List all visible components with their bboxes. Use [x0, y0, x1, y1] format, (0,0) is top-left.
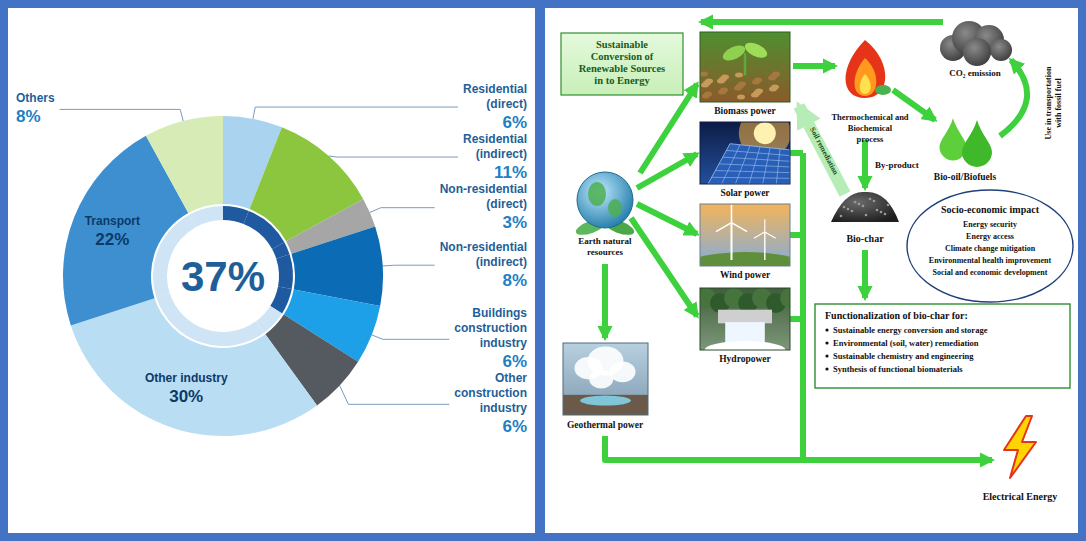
svg-text:3%: 3%	[502, 213, 527, 232]
svg-text:Bio-char: Bio-char	[846, 233, 884, 244]
svg-text:Biomass power: Biomass power	[714, 106, 776, 116]
svg-text:30%: 30%	[169, 387, 203, 406]
svg-text:Earth naturalresources: Earth naturalresources	[578, 236, 632, 257]
svg-text:(indirect): (indirect)	[476, 147, 527, 161]
svg-text:construction: construction	[454, 386, 527, 400]
svg-text:Energy access: Energy access	[966, 232, 1014, 241]
svg-text:Transport: Transport	[85, 214, 140, 228]
svg-text:industry: industry	[480, 336, 528, 350]
svg-text:Functionalization of bio-char: Functionalization of bio-char for:	[825, 310, 968, 321]
svg-text:Geothermal power: Geothermal power	[567, 420, 644, 430]
svg-text:Environmental health improveme: Environmental health improvement	[929, 256, 1052, 265]
svg-text:11%: 11%	[494, 163, 527, 182]
svg-text:Sustainable energy conversion: Sustainable energy conversion and storag…	[833, 325, 988, 335]
svg-text:Climate change mitigation: Climate change mitigation	[945, 244, 1036, 253]
svg-text:Sustainable chemistry and engi: Sustainable chemistry and engineering	[833, 351, 974, 361]
svg-text:8%: 8%	[502, 271, 527, 290]
svg-text:Electrical Energy: Electrical Energy	[983, 491, 1058, 502]
svg-text:Non-residential: Non-residential	[440, 240, 527, 254]
svg-text:(direct): (direct)	[486, 197, 527, 211]
svg-text:industry: industry	[480, 401, 528, 415]
svg-text:Energy security: Energy security	[963, 220, 1017, 229]
svg-text:Bio-oil/Biofuels: Bio-oil/Biofuels	[934, 172, 997, 182]
svg-text:Hydropower: Hydropower	[719, 354, 771, 364]
svg-text:Others: Others	[16, 91, 55, 105]
svg-text:Residential: Residential	[463, 132, 527, 146]
svg-text:Soil remediation: Soil remediation	[808, 125, 841, 176]
svg-text:8%: 8%	[16, 107, 41, 126]
svg-text:Wind power: Wind power	[720, 270, 771, 280]
svg-text:Buildings: Buildings	[472, 306, 527, 320]
svg-text:Thermochemical andBiochemicalp: Thermochemical andBiochemicalprocess	[831, 112, 908, 144]
svg-text:SustainableConversion ofRenewa: SustainableConversion ofRenewable Source…	[579, 39, 665, 86]
svg-text:CO₂ emission: CO₂ emission	[949, 68, 1000, 78]
svg-text:Residential: Residential	[463, 82, 527, 96]
svg-text:6%: 6%	[502, 352, 527, 371]
svg-text:37%: 37%	[181, 253, 265, 300]
svg-text:construction: construction	[454, 321, 527, 335]
svg-text:Social and economic developmen: Social and economic development	[933, 268, 1048, 277]
svg-text:22%: 22%	[95, 230, 129, 249]
svg-text:Non-residential: Non-residential	[440, 182, 527, 196]
svg-text:Environmental (soil, water) re: Environmental (soil, water) remediation	[833, 338, 979, 348]
svg-text:(indirect): (indirect)	[476, 255, 527, 269]
svg-text:By-product: By-product	[875, 160, 919, 170]
svg-text:Other: Other	[495, 371, 527, 385]
svg-text:Other industry: Other industry	[145, 371, 228, 385]
svg-text:(direct): (direct)	[486, 97, 527, 111]
svg-text:Use in transportationwith foss: Use in transportationwith fossil fuel	[1044, 66, 1063, 139]
svg-text:Socio-economic impact: Socio-economic impact	[941, 204, 1040, 215]
svg-text:Solar power: Solar power	[720, 188, 770, 198]
svg-text:Synthesis of functional biomat: Synthesis of functional biomaterials	[833, 364, 963, 374]
svg-text:6%: 6%	[502, 113, 527, 132]
svg-text:6%: 6%	[502, 417, 527, 436]
